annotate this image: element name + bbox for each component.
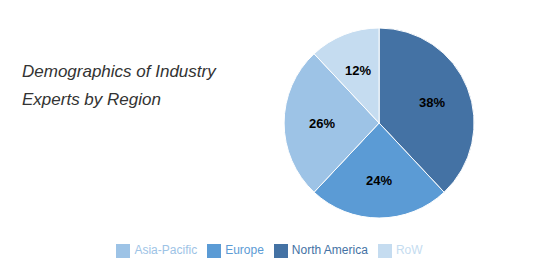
svg-text:24%: 24% (366, 173, 392, 188)
svg-text:38%: 38% (419, 95, 445, 110)
html-text:RoW: RoW (395, 243, 423, 258)
html-text:Europe: Europe (225, 243, 264, 258)
html-text:Demographics of Industry: Demographics of Industry (22, 62, 216, 81)
svg-text:26%: 26% (309, 116, 335, 131)
html-text:North America: North America (291, 243, 368, 258)
html-text:Experts by Region: Experts by Region (22, 90, 161, 109)
html-text:Asia-Pacific: Asia-Pacific (134, 243, 198, 258)
svg-text:12%: 12% (345, 63, 371, 78)
